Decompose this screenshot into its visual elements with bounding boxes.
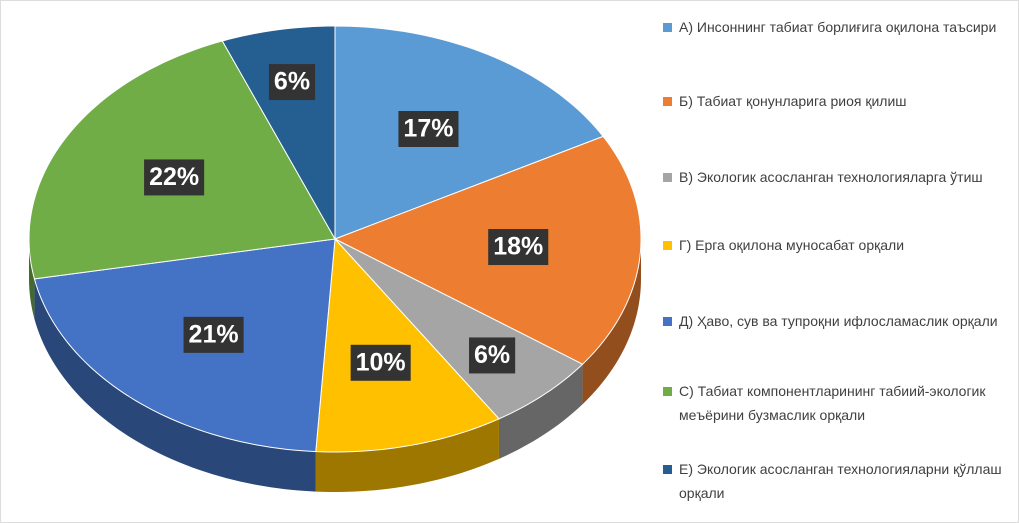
pie-slice xyxy=(334,25,604,240)
legend-label: А) Инсоннинг табиат борлиғига оқилона та… xyxy=(679,19,997,35)
pie-slice-side xyxy=(315,418,499,492)
legend-item: А) Инсоннинг табиат борлиғига оқилона та… xyxy=(663,15,1008,39)
legend-label: Е) Экологик асосланган технологияларни қ… xyxy=(679,461,1002,501)
data-label: 10% xyxy=(356,348,406,376)
legend-label: Д) Ҳаво, сув ва тупроқни ифлосламаслик о… xyxy=(679,313,998,329)
data-label: 6% xyxy=(274,68,310,96)
data-label-bg xyxy=(469,337,516,374)
data-label-bg xyxy=(398,110,459,147)
data-label-bg xyxy=(144,159,205,196)
legend-swatch xyxy=(663,317,672,326)
legend-label: С) Табиат компонентларининг табиий-эколо… xyxy=(679,383,986,423)
pie-slice xyxy=(333,135,642,365)
pie-slice-side xyxy=(498,364,583,459)
data-label: 22% xyxy=(149,163,199,191)
pie-slice-side xyxy=(29,239,35,319)
pie-slice-side xyxy=(34,278,316,492)
data-label: 6% xyxy=(474,341,510,369)
legend-swatch xyxy=(663,387,672,396)
legend-item: Д) Ҳаво, сув ва тупроқни ифлосламаслик о… xyxy=(663,309,1008,333)
legend-label: Б) Табиат қонунларига риоя қилиш xyxy=(679,93,907,109)
data-label-bg xyxy=(488,229,549,266)
legend-label: Г) Ерга оқилона муносабат орқали xyxy=(679,237,905,253)
pie-slice xyxy=(334,238,584,420)
legend-item: С) Табиат компонентларининг табиий-эколо… xyxy=(663,379,1008,427)
data-label: 18% xyxy=(493,233,543,261)
legend-swatch xyxy=(663,173,672,182)
legend-swatch xyxy=(663,241,672,250)
legend-label: В) Экологик асосланган технологияларга ў… xyxy=(679,169,983,185)
legend-swatch xyxy=(663,97,672,106)
legend-swatch xyxy=(663,23,672,32)
data-label: 21% xyxy=(189,320,239,348)
data-label-bg xyxy=(350,344,411,381)
legend-swatch xyxy=(663,465,672,474)
data-label-bg xyxy=(268,64,316,101)
legend-item: В) Экологик асосланган технологияларга ў… xyxy=(663,165,1008,189)
legend-item: Е) Экологик асосланган технологияларни қ… xyxy=(663,457,1008,505)
legend-item: Г) Ерга оқилона муносабат орқали xyxy=(663,233,1008,257)
pie-slice-side xyxy=(582,239,641,405)
legend-item: Б) Табиат қонунларига риоя қилиш xyxy=(663,89,1008,113)
data-label-bg xyxy=(183,316,244,353)
data-label: 17% xyxy=(403,115,453,143)
